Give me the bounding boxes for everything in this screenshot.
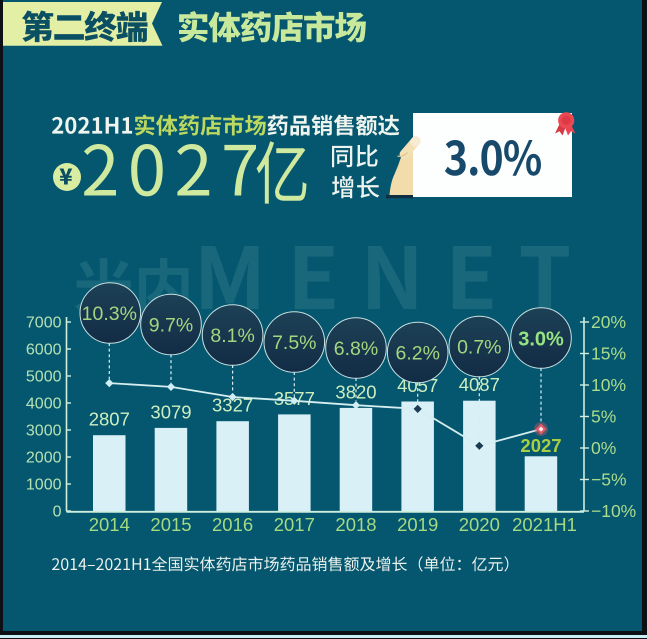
svg-text:6.2%: 6.2% <box>395 343 439 365</box>
svg-text:−10%: −10% <box>591 501 636 521</box>
svg-text:10%: 10% <box>591 375 626 395</box>
svg-text:10.3%: 10.3% <box>82 303 137 325</box>
svg-text:2016: 2016 <box>212 514 253 535</box>
svg-text:1000: 1000 <box>26 477 62 494</box>
svg-text:2019: 2019 <box>397 514 438 535</box>
svg-text:8.1%: 8.1% <box>210 325 254 347</box>
svg-text:0%: 0% <box>591 438 616 458</box>
svg-text:20%: 20% <box>591 312 626 332</box>
svg-text:3000: 3000 <box>26 423 62 440</box>
svg-text:3079: 3079 <box>150 401 191 422</box>
svg-text:9.7%: 9.7% <box>149 315 193 337</box>
svg-text:−5%: −5% <box>591 470 627 490</box>
svg-text:2000: 2000 <box>26 450 62 467</box>
svg-text:2017: 2017 <box>274 514 315 535</box>
svg-text:0: 0 <box>53 504 62 521</box>
svg-text:2807: 2807 <box>89 409 130 430</box>
svg-text:6000: 6000 <box>26 342 62 359</box>
svg-text:15%: 15% <box>591 344 626 364</box>
svg-text:2014: 2014 <box>89 514 130 535</box>
svg-text:7.5%: 7.5% <box>272 332 316 354</box>
svg-text:2018: 2018 <box>335 514 376 535</box>
svg-text:6.8%: 6.8% <box>334 338 378 360</box>
svg-text:5000: 5000 <box>26 369 62 386</box>
svg-text:2027: 2027 <box>520 435 561 456</box>
svg-text:0.7%: 0.7% <box>457 337 501 359</box>
svg-text:3.0%: 3.0% <box>518 329 564 351</box>
svg-text:5%: 5% <box>591 407 616 427</box>
svg-text:2015: 2015 <box>150 514 191 535</box>
svg-text:4000: 4000 <box>26 396 62 413</box>
svg-text:2020: 2020 <box>459 514 500 535</box>
svg-text:2021H1: 2021H1 <box>512 514 577 535</box>
svg-text:3327: 3327 <box>212 395 253 416</box>
svg-text:7000: 7000 <box>26 315 62 332</box>
